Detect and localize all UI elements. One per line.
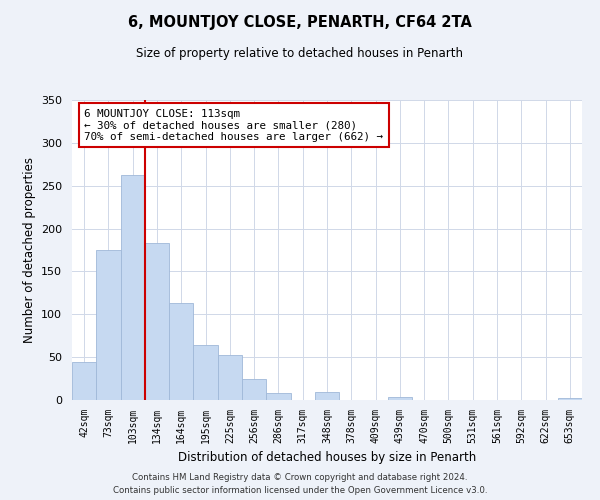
Bar [315,392,339,400]
Bar [72,362,96,400]
Bar [388,398,412,400]
Text: Contains HM Land Registry data © Crown copyright and database right 2024.
Contai: Contains HM Land Registry data © Crown c… [113,473,487,495]
Text: Size of property relative to detached houses in Penarth: Size of property relative to detached ho… [137,48,464,60]
Text: 6, MOUNTJOY CLOSE, PENARTH, CF64 2TA: 6, MOUNTJOY CLOSE, PENARTH, CF64 2TA [128,15,472,30]
X-axis label: Distribution of detached houses by size in Penarth: Distribution of detached houses by size … [178,451,476,464]
Bar [558,398,582,400]
Bar [145,243,169,400]
Y-axis label: Number of detached properties: Number of detached properties [23,157,35,343]
Bar [218,356,242,400]
Bar [169,303,193,400]
Text: 6 MOUNTJOY CLOSE: 113sqm
← 30% of detached houses are smaller (280)
70% of semi-: 6 MOUNTJOY CLOSE: 113sqm ← 30% of detach… [85,108,383,142]
Bar [266,393,290,400]
Bar [96,250,121,400]
Bar [193,345,218,400]
Bar [121,176,145,400]
Bar [242,378,266,400]
